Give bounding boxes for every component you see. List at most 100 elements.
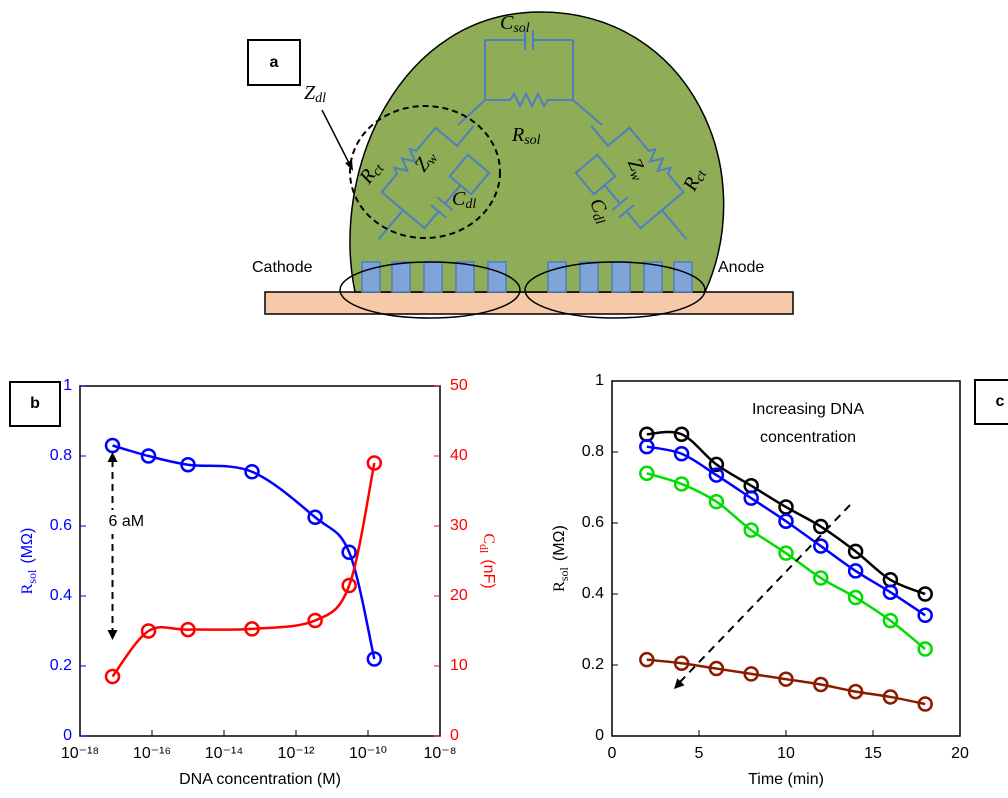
y-tick-label: 1 bbox=[595, 372, 604, 389]
y-tick-label: 0.8 bbox=[582, 443, 604, 460]
x-tick-label: 10⁻⁸ bbox=[424, 745, 457, 762]
marker bbox=[639, 651, 655, 668]
chart: 10⁻¹⁸ 10⁻¹⁶ 10⁻¹⁴ 10⁻¹² 10⁻¹⁰ 10⁻⁸00.20.40.60… bbox=[9, 377, 497, 788]
marker bbox=[708, 456, 725, 473]
sub: sol bbox=[524, 133, 540, 148]
series-line bbox=[646, 430, 926, 596]
marker bbox=[847, 683, 864, 700]
y-tick-label: 0.4 bbox=[50, 587, 72, 604]
series-line bbox=[111, 462, 376, 678]
base: Z bbox=[304, 82, 316, 104]
marker bbox=[813, 538, 829, 554]
substrate bbox=[264, 291, 794, 315]
unit: (MΩ) bbox=[19, 528, 36, 564]
x-tick-label: 5 bbox=[695, 745, 704, 762]
marker bbox=[673, 446, 690, 462]
y2-tick-label: 10 bbox=[450, 657, 468, 674]
marker bbox=[307, 612, 323, 629]
x-tick-label: 15 bbox=[864, 745, 882, 762]
y2-tick-label: 30 bbox=[450, 517, 468, 534]
ylabel: Rsol (MΩ) bbox=[19, 528, 39, 595]
marker bbox=[917, 696, 933, 712]
arrowhead bbox=[107, 452, 118, 462]
marker bbox=[366, 651, 383, 667]
marker bbox=[104, 437, 121, 454]
y2-tick-label: 50 bbox=[450, 377, 468, 394]
y2-tick-label: 0 bbox=[450, 727, 459, 744]
marker bbox=[639, 426, 655, 442]
panel-box bbox=[247, 39, 301, 86]
panel-label: a bbox=[270, 54, 279, 71]
marker bbox=[639, 438, 655, 455]
y-tick-label: 0.6 bbox=[582, 514, 604, 531]
annotation-bg bbox=[104, 510, 155, 534]
marker bbox=[140, 623, 157, 639]
x-axis-label: Time (min) bbox=[748, 771, 824, 788]
base: C bbox=[480, 533, 497, 544]
series-line bbox=[112, 444, 376, 660]
arrowhead bbox=[674, 678, 685, 689]
marker bbox=[341, 544, 357, 560]
sub: sol bbox=[25, 569, 39, 584]
unit: (nF) bbox=[480, 559, 497, 588]
y-tick-label: 1 bbox=[63, 377, 72, 394]
y-tick-label: 0 bbox=[595, 727, 604, 744]
marker bbox=[708, 493, 725, 510]
annotation: 6 aM bbox=[109, 513, 145, 530]
marker bbox=[882, 584, 899, 600]
panel-box bbox=[974, 379, 1008, 425]
x-tick-label: 10⁻¹⁸ bbox=[61, 745, 99, 762]
base: R bbox=[19, 583, 36, 594]
base: C bbox=[452, 188, 466, 210]
y-tick-label: 0.2 bbox=[50, 657, 72, 674]
x-tick-label: 10⁻¹² bbox=[278, 745, 316, 762]
x-tick-label: 20 bbox=[951, 745, 969, 762]
marker bbox=[847, 543, 864, 560]
marker bbox=[813, 570, 829, 586]
cathode-label: Cathode bbox=[252, 259, 313, 276]
series-line bbox=[646, 658, 926, 706]
x-tick-label: 0 bbox=[608, 745, 617, 762]
marker bbox=[341, 577, 357, 594]
zdl-arrow bbox=[321, 109, 351, 166]
marker bbox=[847, 589, 864, 606]
y2-tick-label: 20 bbox=[450, 587, 468, 604]
base: R bbox=[551, 581, 568, 592]
diagram: a Csol Rsol Zdl Rct Zw Cdl Rct Zw Cdl Ca… bbox=[247, 11, 794, 319]
sub: dl bbox=[465, 197, 476, 212]
marker bbox=[307, 509, 323, 525]
marker bbox=[708, 660, 725, 677]
sub: dl bbox=[315, 91, 326, 106]
y2-tick-label: 40 bbox=[450, 447, 468, 464]
marker bbox=[366, 455, 383, 471]
y-tick-label: 0.4 bbox=[582, 585, 604, 602]
chart: 0 5 10 15 20 0 0.2 0.4 0.6 0.8 1 Time (min) Rsol (MΩ)… bbox=[551, 372, 1008, 788]
sub: dl bbox=[477, 544, 491, 554]
cathode-outline bbox=[339, 261, 521, 319]
marker bbox=[743, 666, 759, 682]
marker bbox=[673, 655, 690, 671]
x-tick-label: 10⁻¹⁴ bbox=[205, 745, 244, 762]
circuit bbox=[377, 30, 688, 240]
marker bbox=[813, 518, 829, 535]
marker bbox=[882, 572, 899, 588]
y-tick-label: 0.6 bbox=[50, 517, 72, 534]
marker bbox=[778, 671, 794, 687]
anode-outline bbox=[524, 261, 706, 319]
zdl-arrowhead bbox=[345, 160, 353, 171]
marker bbox=[778, 513, 794, 529]
r-sol-label: Rsol bbox=[511, 124, 541, 149]
base: C bbox=[500, 12, 514, 34]
x-axis-label: DNA concentration (M) bbox=[179, 771, 341, 788]
marker bbox=[743, 477, 759, 494]
marker bbox=[180, 457, 196, 473]
marker bbox=[917, 641, 933, 657]
marker bbox=[708, 467, 725, 483]
annotation: concentration bbox=[760, 429, 856, 446]
annotation: Increasing DNA bbox=[752, 401, 864, 418]
marker bbox=[244, 464, 260, 480]
marker bbox=[639, 465, 655, 482]
marker bbox=[673, 476, 690, 492]
base: R bbox=[511, 124, 524, 146]
